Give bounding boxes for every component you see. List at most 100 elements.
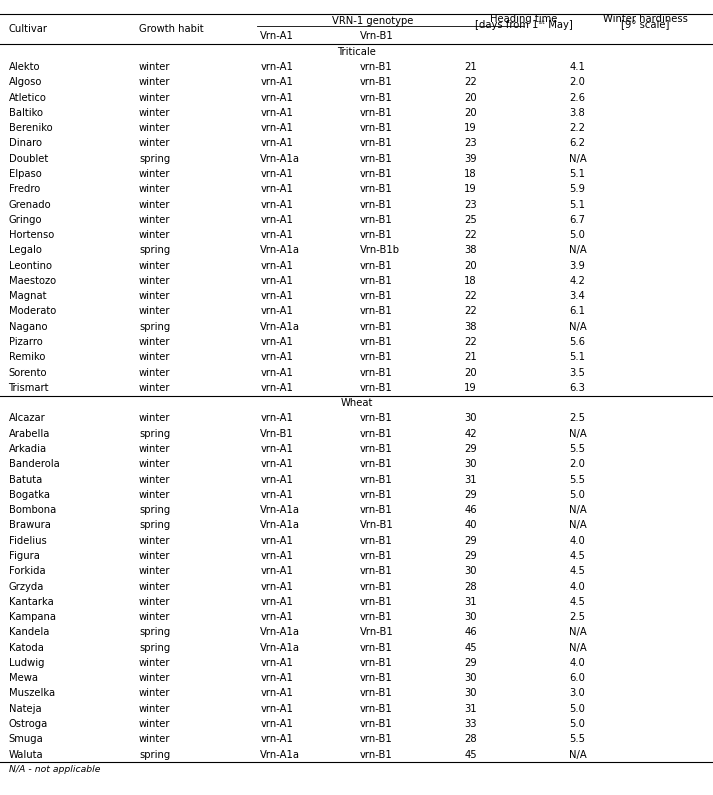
Text: 6.1: 6.1 [570,307,585,316]
Text: 4.5: 4.5 [570,551,585,561]
Text: Fidelius: Fidelius [9,536,46,545]
Text: vrn-A1: vrn-A1 [260,612,293,622]
Text: Trismart: Trismart [9,383,49,393]
Text: winter: winter [139,276,170,286]
Text: 23: 23 [464,138,477,149]
Text: winter: winter [139,704,170,714]
Text: vrn-A1: vrn-A1 [260,413,293,424]
Text: 6.3: 6.3 [570,383,585,393]
Text: winter: winter [139,460,170,469]
Text: 40: 40 [464,521,477,530]
Text: vrn-B1: vrn-B1 [360,581,393,591]
Text: winter: winter [139,413,170,424]
Text: N/A: N/A [569,322,586,332]
Text: 3.0: 3.0 [570,688,585,699]
Text: vrn-A1: vrn-A1 [260,62,293,72]
Text: vrn-A1: vrn-A1 [260,184,293,194]
Text: vrn-B1: vrn-B1 [360,138,393,149]
Text: vrn-B1: vrn-B1 [360,108,393,118]
Text: Arkadia: Arkadia [9,444,46,454]
Text: vrn-A1: vrn-A1 [260,475,293,484]
Text: Arabella: Arabella [9,429,50,439]
Text: winter: winter [139,291,170,301]
Text: vrn-B1: vrn-B1 [360,62,393,72]
Text: 5.1: 5.1 [570,169,585,179]
Text: 6.0: 6.0 [570,673,585,683]
Text: 2.5: 2.5 [570,413,585,424]
Text: vrn-B1: vrn-B1 [360,460,393,469]
Text: 20: 20 [464,261,477,270]
Text: 5.5: 5.5 [570,735,585,744]
Text: Ludwig: Ludwig [9,658,44,668]
Text: Katoda: Katoda [9,642,43,653]
Text: 30: 30 [464,566,477,576]
Text: vrn-B1: vrn-B1 [360,291,393,301]
Text: vrn-A1: vrn-A1 [260,460,293,469]
Text: N/A: N/A [569,642,586,653]
Text: vrn-B1: vrn-B1 [360,551,393,561]
Text: Winter hardiness: Winter hardiness [602,14,688,25]
Text: winter: winter [139,184,170,194]
Text: vrn-B1: vrn-B1 [360,566,393,576]
Text: winter: winter [139,108,170,118]
Text: 39: 39 [464,153,477,164]
Text: Bereniko: Bereniko [9,123,52,133]
Text: 29: 29 [464,444,477,454]
Text: vrn-B1: vrn-B1 [360,658,393,668]
Text: 2.2: 2.2 [570,123,585,133]
Text: vrn-B1: vrn-B1 [360,505,393,515]
Text: vrn-B1: vrn-B1 [360,688,393,699]
Text: 29: 29 [464,658,477,668]
Text: winter: winter [139,658,170,668]
Text: 30: 30 [464,413,477,424]
Text: vrn-A1: vrn-A1 [260,383,293,393]
Text: winter: winter [139,92,170,103]
Text: 45: 45 [464,642,477,653]
Text: vrn-B1: vrn-B1 [360,597,393,607]
Text: Batuta: Batuta [9,475,42,484]
Text: Dinaro: Dinaro [9,138,41,149]
Text: vrn-A1: vrn-A1 [260,490,293,500]
Text: spring: spring [139,627,170,638]
Text: Sorento: Sorento [9,367,47,378]
Text: spring: spring [139,521,170,530]
Text: vrn-B1: vrn-B1 [360,642,393,653]
Text: vrn-A1: vrn-A1 [260,291,293,301]
Text: Doublet: Doublet [9,153,48,164]
Text: vrn-A1: vrn-A1 [260,108,293,118]
Text: 19: 19 [464,123,477,133]
Text: winter: winter [139,230,170,240]
Text: Vrn-B1: Vrn-B1 [360,521,394,530]
Text: vrn-B1: vrn-B1 [360,307,393,316]
Text: vrn-A1: vrn-A1 [260,536,293,545]
Text: winter: winter [139,719,170,729]
Text: Banderola: Banderola [9,460,59,469]
Text: Vrn-A1a: Vrn-A1a [260,521,300,530]
Text: Kantarka: Kantarka [9,597,53,607]
Text: Brawura: Brawura [9,521,51,530]
Text: spring: spring [139,642,170,653]
Text: vrn-B1: vrn-B1 [360,490,393,500]
Text: vrn-A1: vrn-A1 [260,551,293,561]
Text: 31: 31 [464,475,477,484]
Text: vrn-B1: vrn-B1 [360,322,393,332]
Text: 4.5: 4.5 [570,566,585,576]
Text: 19: 19 [464,383,477,393]
Text: vrn-B1: vrn-B1 [360,215,393,225]
Text: Fredro: Fredro [9,184,40,194]
Text: 2.5: 2.5 [570,612,585,622]
Text: Gringo: Gringo [9,215,42,225]
Text: vrn-B1: vrn-B1 [360,735,393,744]
Text: vrn-B1: vrn-B1 [360,612,393,622]
Text: winter: winter [139,581,170,591]
Text: winter: winter [139,307,170,316]
Text: Alcazar: Alcazar [9,413,46,424]
Text: 30: 30 [464,673,477,683]
Text: Grzyda: Grzyda [9,581,44,591]
Text: 21: 21 [464,352,477,363]
Text: 5.0: 5.0 [570,719,585,729]
Text: winter: winter [139,566,170,576]
Text: Waluta: Waluta [9,750,43,759]
Text: Growth habit: Growth habit [139,24,204,34]
Text: 29: 29 [464,551,477,561]
